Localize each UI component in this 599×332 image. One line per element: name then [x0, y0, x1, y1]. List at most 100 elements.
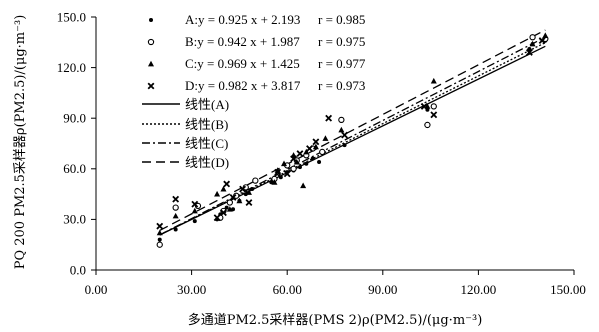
legend-marker-cross-symbol — [147, 82, 155, 90]
point-b-circle — [290, 165, 297, 172]
legend: A:y = 0.925 x + 2.193 r = 0.985 B:y = 0.… — [142, 12, 366, 170]
point-b-circle — [319, 148, 326, 156]
x-tick-label: 60.00 — [273, 282, 302, 297]
point-c-triangle — [303, 148, 310, 155]
legend-trend-label-A: 线性(A) — [185, 97, 229, 112]
legend-trend-D: 线性(D) — [142, 155, 229, 170]
legend-marker-dot-symbol — [149, 18, 153, 22]
point-b-circle — [156, 241, 163, 248]
trendlines-group — [159, 29, 546, 236]
point-d-cross — [312, 138, 320, 146]
y-tick-label: 120.0 — [57, 60, 86, 75]
point-c-triangle — [300, 182, 307, 189]
point-a-dot — [173, 227, 178, 232]
legend-trend-label-B: 线性(B) — [185, 117, 228, 132]
legend-entry-C: C:y = 0.969 x + 1.425 r = 0.977 — [148, 56, 366, 71]
points-group — [156, 32, 549, 248]
point-a-dot — [224, 205, 229, 210]
point-a-dot — [527, 47, 532, 52]
legend-r-C: r = 0.977 — [318, 56, 366, 71]
point-d-cross — [245, 199, 253, 206]
legend-r-A: r = 0.985 — [318, 12, 365, 27]
point-c-triangle — [172, 212, 179, 219]
legend-equation-A: A:y = 0.925 x + 2.193 — [185, 12, 300, 27]
axes: 150.0 120.0 90.0 60.0 30.0 0.0 0.00 30.0… — [57, 10, 586, 298]
point-a-dot — [192, 219, 197, 224]
point-d-cross — [290, 155, 298, 163]
point-a-dot — [250, 187, 255, 192]
y-tick-label: 90.0 — [63, 111, 86, 126]
legend-marker-triangle — [148, 60, 154, 67]
point-d-cross — [296, 150, 304, 158]
legend-marker-dot — [149, 18, 153, 22]
x-tick-label: 90.00 — [368, 282, 397, 297]
point-d-cross — [156, 222, 164, 230]
legend-marker-cross — [147, 82, 155, 90]
legend-equation-C: C:y = 0.969 x + 1.425 — [185, 56, 300, 71]
point-a-dot — [310, 156, 315, 161]
point-c-triangle — [156, 229, 163, 236]
point-b-circle — [424, 121, 431, 129]
legend-r-D: r = 0.973 — [318, 78, 365, 93]
point-b-circle — [338, 116, 345, 124]
point-d-cross — [229, 194, 237, 201]
y-axis-title: PQ 200 PM2.5采样器ρ(PM2.5)/(μg·m⁻³) — [13, 15, 28, 270]
point-a-dot — [157, 237, 162, 242]
trendline-longdash — [159, 29, 546, 232]
point-c-triangle — [430, 77, 437, 84]
legend-trend-label-C: 线性(C) — [185, 136, 228, 151]
legend-trend-B: 线性(B) — [142, 117, 228, 132]
point-a-dot — [297, 165, 302, 170]
y-tick-label: 60.0 — [63, 161, 86, 176]
point-c-triangle — [220, 185, 227, 192]
point-d-cross — [420, 102, 428, 110]
legend-entry-D: D:y = 0.982 x + 3.817 r = 0.973 — [147, 78, 365, 93]
point-a-dot — [243, 192, 248, 197]
point-d-cross — [213, 214, 221, 222]
legend-entry-A: A:y = 0.925 x + 2.193 r = 0.985 — [149, 12, 365, 27]
x-tick-label: 0.00 — [85, 282, 108, 297]
point-d-cross — [220, 209, 227, 217]
point-d-cross — [525, 48, 533, 56]
point-d-cross — [283, 170, 291, 178]
point-d-cross — [341, 131, 348, 139]
point-a-dot — [342, 143, 347, 148]
point-d-cross — [239, 185, 247, 193]
point-c-triangle — [293, 158, 300, 165]
legend-equation-D: D:y = 0.982 x + 3.817 — [185, 78, 301, 93]
x-axis-title: 多通道PM2.5采样器(PMS 2)ρ(PM2.5)/(μg·m⁻³) — [188, 312, 483, 328]
y-tick-label: 30.0 — [63, 212, 86, 227]
point-c-triangle — [191, 207, 198, 214]
point-d-cross — [538, 37, 546, 45]
point-d-cross — [274, 168, 282, 176]
point-b-circle — [252, 177, 259, 184]
legend-entry-B: B:y = 0.942 x + 1.987 r = 0.975 — [147, 34, 365, 49]
point-d-cross — [325, 114, 333, 122]
point-b-circle — [226, 199, 233, 206]
legend-trend-A: 线性(A) — [142, 97, 229, 112]
point-a-dot — [317, 160, 322, 165]
y-tick-label: 150.0 — [57, 10, 86, 25]
point-c-triangle — [214, 190, 221, 197]
legend-marker-triangle-symbol — [148, 60, 154, 67]
x-tick-label: 30.00 — [177, 282, 206, 297]
point-d-cross — [306, 145, 313, 152]
plot-area — [156, 29, 549, 248]
legend-marker-circle-symbol — [147, 38, 155, 46]
point-c-triangle — [245, 189, 252, 195]
legend-marker-circle — [147, 38, 155, 46]
point-a-dot — [304, 161, 309, 166]
point-c-triangle — [312, 143, 319, 150]
point-c-triangle — [271, 179, 278, 185]
y-tick-label: 0.0 — [70, 263, 86, 278]
legend-trend-C: 线性(C) — [142, 136, 228, 151]
point-c-triangle — [338, 126, 345, 133]
point-c-triangle — [226, 206, 233, 212]
point-d-cross — [191, 200, 199, 208]
point-c-triangle — [236, 197, 243, 204]
point-b-circle — [430, 103, 437, 110]
point-c-triangle — [529, 40, 536, 47]
point-c-triangle — [281, 160, 288, 167]
trendline-solid — [159, 45, 546, 236]
